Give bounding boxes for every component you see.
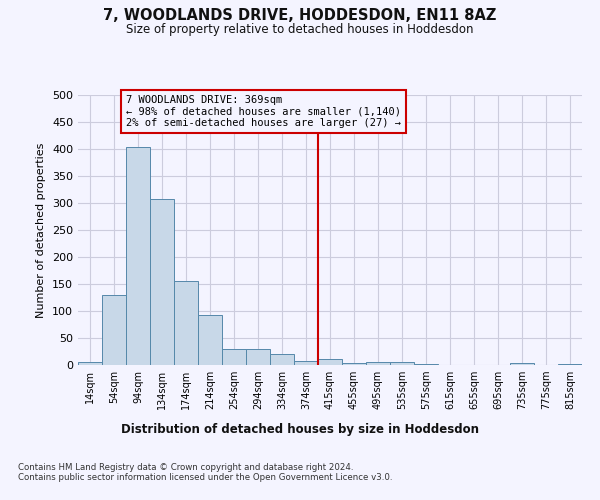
Bar [150,198,174,365]
Bar [270,354,294,365]
Bar [126,148,150,365]
Text: 7, WOODLANDS DRIVE, HODDESDON, EN11 8AZ: 7, WOODLANDS DRIVE, HODDESDON, EN11 8AZ [103,8,497,22]
Bar [318,358,342,365]
Bar [510,364,534,365]
Bar [390,362,414,365]
Text: Distribution of detached houses by size in Hoddesdon: Distribution of detached houses by size … [121,422,479,436]
Bar [198,316,222,365]
Bar [222,349,246,365]
Bar [558,364,582,365]
Text: 7 WOODLANDS DRIVE: 369sqm
← 98% of detached houses are smaller (1,140)
2% of sem: 7 WOODLANDS DRIVE: 369sqm ← 98% of detac… [126,95,401,128]
Bar [414,364,438,365]
Bar [102,295,126,365]
Text: Contains HM Land Registry data © Crown copyright and database right 2024.
Contai: Contains HM Land Registry data © Crown c… [18,462,392,482]
Text: Size of property relative to detached houses in Hoddesdon: Size of property relative to detached ho… [126,22,474,36]
Bar [366,362,390,365]
Bar [174,282,198,365]
Bar [342,363,366,365]
Bar [78,362,102,365]
Bar [294,360,318,365]
Y-axis label: Number of detached properties: Number of detached properties [37,142,46,318]
Bar [246,349,270,365]
